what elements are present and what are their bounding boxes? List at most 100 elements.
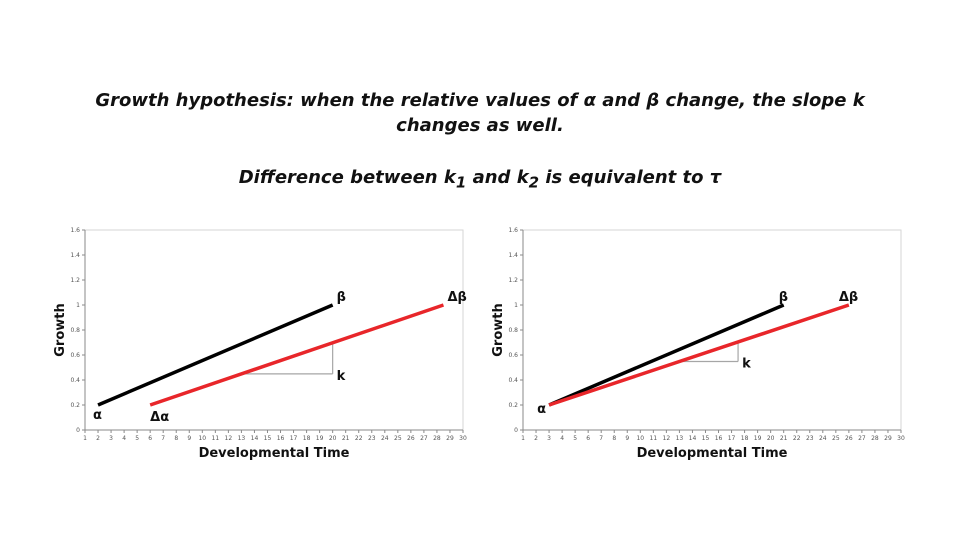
y-tick-label: 0.2 <box>70 402 80 409</box>
x-tick-label: 4 <box>122 435 126 442</box>
y-tick-label: 1.2 <box>70 277 80 284</box>
x-tick-label: 21 <box>780 435 788 442</box>
x-tick-label: 26 <box>407 435 415 442</box>
annotation-label: Δβ <box>447 290 466 305</box>
y-tick-label: 0.2 <box>508 402 518 409</box>
x-tick-label: 17 <box>290 435 298 442</box>
x-tick-label: 1 <box>83 435 87 442</box>
x-tick-label: 30 <box>897 435 905 442</box>
x-tick-label: 1 <box>521 435 525 442</box>
x-tick-label: 3 <box>109 435 113 442</box>
y-tick-label: 1 <box>514 302 518 309</box>
x-tick-label: 25 <box>394 435 402 442</box>
x-tick-label: 19 <box>316 435 324 442</box>
y-tick-label: 1.4 <box>508 252 518 259</box>
x-tick-label: 6 <box>586 435 590 442</box>
y-axis-title: Growth <box>53 303 68 357</box>
x-tick-label: 26 <box>845 435 853 442</box>
x-axis-title: Developmental Time <box>637 446 788 461</box>
x-tick-label: 12 <box>663 435 671 442</box>
series-line-0 <box>97 303 334 407</box>
y-tick-label: 1.2 <box>508 277 518 284</box>
slope-label-k: k <box>337 369 346 384</box>
y-tick-label: 0.8 <box>70 327 80 334</box>
x-axis-title: Developmental Time <box>199 446 350 461</box>
x-tick-label: 10 <box>198 435 206 442</box>
headline: Growth hypothesis: when the relative val… <box>0 88 960 138</box>
x-tick-label: 24 <box>381 435 389 442</box>
subtitle-sub-1: 1 <box>455 173 467 192</box>
annotation-label: β <box>779 290 788 305</box>
x-tick-label: 16 <box>715 435 723 442</box>
y-tick-label: 0.6 <box>70 352 80 359</box>
x-tick-label: 2 <box>96 435 100 442</box>
subtitle-mid: and k <box>466 167 529 188</box>
x-tick-label: 29 <box>884 435 892 442</box>
plot-area <box>522 229 902 431</box>
subtitle-prefix: Difference between k <box>238 167 456 188</box>
x-tick-label: 6 <box>148 435 152 442</box>
x-tick-label: 17 <box>728 435 736 442</box>
x-tick-label: 18 <box>741 435 749 442</box>
annotation-label: β <box>337 290 346 305</box>
x-tick-label: 14 <box>251 435 259 442</box>
x-tick-label: 13 <box>238 435 246 442</box>
x-tick-label: 7 <box>599 435 603 442</box>
series-line-1 <box>548 303 850 407</box>
x-tick-label: 16 <box>277 435 285 442</box>
x-tick-label: 13 <box>676 435 684 442</box>
x-tick-label: 22 <box>355 435 363 442</box>
x-tick-label: 3 <box>547 435 551 442</box>
x-tick-label: 22 <box>793 435 801 442</box>
y-tick-label: 0 <box>76 427 80 434</box>
y-axis-title: Growth <box>491 303 506 357</box>
slope-label-k: k <box>742 357 751 372</box>
x-tick-label: 18 <box>303 435 311 442</box>
y-tick-label: 0.8 <box>508 327 518 334</box>
x-tick-label: 25 <box>832 435 840 442</box>
x-tick-label: 23 <box>368 435 376 442</box>
x-tick-label: 8 <box>612 435 616 442</box>
chart-right: 0 0.2 0.4 0.6 0.8 1 1.2 1.4 1.6 1 2 3 4 5 6 7 8 9 10 11 12 13… <box>478 218 908 468</box>
headline-line-1: Growth hypothesis: when the relative val… <box>95 90 865 111</box>
chart-left: 0 0.2 0.4 0.6 0.8 1 1.2 1.4 1.6 1 2 3 4 5 6 7 8 9 10 11 12 13… <box>40 218 470 468</box>
headline-line-2: changes as well. <box>396 115 564 136</box>
annotation-label: α <box>537 402 546 417</box>
y-tick-label: 0.4 <box>508 377 518 384</box>
annotation-label: Δα <box>150 410 169 425</box>
y-tick-label: 1.6 <box>508 227 518 234</box>
y-tick-label: 1 <box>76 302 80 309</box>
x-tick-label: 7 <box>161 435 165 442</box>
x-tick-label: 9 <box>625 435 629 442</box>
subtitle-sub-2: 2 <box>528 173 540 192</box>
x-tick-label: 10 <box>636 435 644 442</box>
y-tick-label: 1.4 <box>70 252 80 259</box>
x-tick-label: 27 <box>420 435 428 442</box>
x-tick-label: 14 <box>689 435 697 442</box>
x-tick-label: 28 <box>871 435 879 442</box>
x-tick-label: 28 <box>433 435 441 442</box>
x-tick-label: 15 <box>264 435 272 442</box>
x-tick-label: 12 <box>225 435 233 442</box>
x-tick-label: 8 <box>174 435 178 442</box>
annotation-label: α <box>93 408 102 423</box>
x-tick-label: 27 <box>858 435 866 442</box>
chart-right-svg: 00.20.40.60.811.21.41.61 2 3 4 5 6 7 8 9 10 11 12 13… <box>491 227 905 461</box>
subtitle-suffix: is equivalent to τ <box>539 167 722 188</box>
x-tick-label: 20 <box>767 435 775 442</box>
x-tick-label: 23 <box>806 435 814 442</box>
series-line-1 <box>149 303 445 407</box>
x-tick-label: 15 <box>702 435 710 442</box>
x-tick-label: 20 <box>329 435 337 442</box>
x-tick-label: 9 <box>187 435 191 442</box>
y-tick-label: 0.4 <box>70 377 80 384</box>
x-tick-label: 29 <box>446 435 454 442</box>
x-tick-label: 21 <box>342 435 350 442</box>
x-tick-label: 19 <box>754 435 762 442</box>
x-tick-label: 11 <box>212 435 220 442</box>
x-tick-label: 5 <box>135 435 139 442</box>
x-tick-label: 11 <box>650 435 658 442</box>
subtitle: Difference between k1 and k2 is equivale… <box>0 165 960 196</box>
y-tick-label: 1.6 <box>70 227 80 234</box>
x-tick-label: 4 <box>560 435 564 442</box>
